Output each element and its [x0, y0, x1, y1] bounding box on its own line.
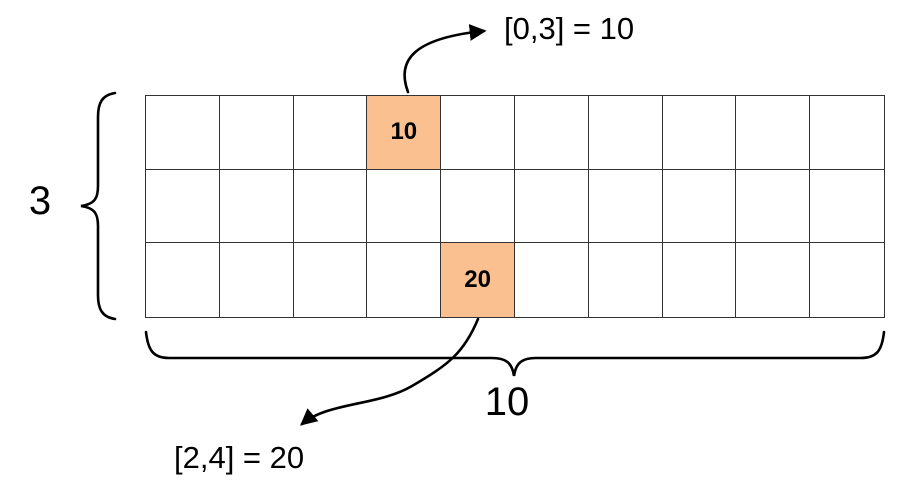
- cell-value: 20: [464, 266, 491, 294]
- array-grid: 10 20: [145, 95, 885, 318]
- grid-cell-0-2: [293, 96, 368, 170]
- grid-cell-2-2: [294, 243, 368, 317]
- grid-cell-0-0: [146, 96, 220, 170]
- grid-cell-1-5: [515, 169, 589, 244]
- grid-cell-2-4: 20: [441, 243, 515, 317]
- grid-cell-2-0: [146, 243, 220, 317]
- annotation-cell-0-3: [0,3] = 10: [504, 11, 635, 46]
- bottom-brace: [144, 330, 886, 377]
- grid-cell-0-3: 10: [367, 96, 442, 170]
- grid-cell-0-5: [515, 96, 589, 170]
- grid-cell-0-1: [219, 96, 294, 170]
- grid-cell-0-6: [588, 96, 663, 170]
- col-count-label: 10: [484, 380, 530, 424]
- row-count-label: 3: [28, 179, 52, 223]
- grid-cell-1-1: [219, 169, 294, 244]
- grid-cell-1-4: [441, 169, 515, 244]
- grid-cell-0-4: [441, 96, 515, 170]
- left-brace: [80, 91, 117, 321]
- grid-cell-2-3: [367, 243, 442, 317]
- cell-value: 10: [390, 118, 418, 146]
- grid-cell-0-8: [736, 96, 811, 170]
- grid-cell-2-6: [589, 243, 663, 317]
- grid-cell-1-6: [588, 169, 663, 244]
- grid-cell-2-7: [663, 243, 737, 317]
- grid-cell-2-8: [736, 243, 811, 317]
- grid-cell-1-8: [736, 169, 811, 244]
- grid-cell-0-7: [662, 96, 737, 170]
- arrow-to-bottom-annotation: [300, 317, 480, 426]
- grid-cell-1-7: [662, 169, 737, 244]
- arrow-to-top-annotation: [403, 24, 487, 94]
- grid-cell-1-2: [293, 169, 368, 244]
- grid-cell-1-3: [367, 169, 442, 244]
- grid-cell-2-9: [810, 243, 884, 317]
- grid-cell-1-0: [146, 169, 220, 244]
- grid-cell-0-9: [810, 96, 884, 170]
- grid-cell-1-9: [810, 170, 884, 244]
- annotation-cell-2-4: [2,4] = 20: [174, 440, 305, 475]
- grid-cell-2-5: [515, 243, 589, 317]
- grid-cell-2-1: [220, 243, 294, 317]
